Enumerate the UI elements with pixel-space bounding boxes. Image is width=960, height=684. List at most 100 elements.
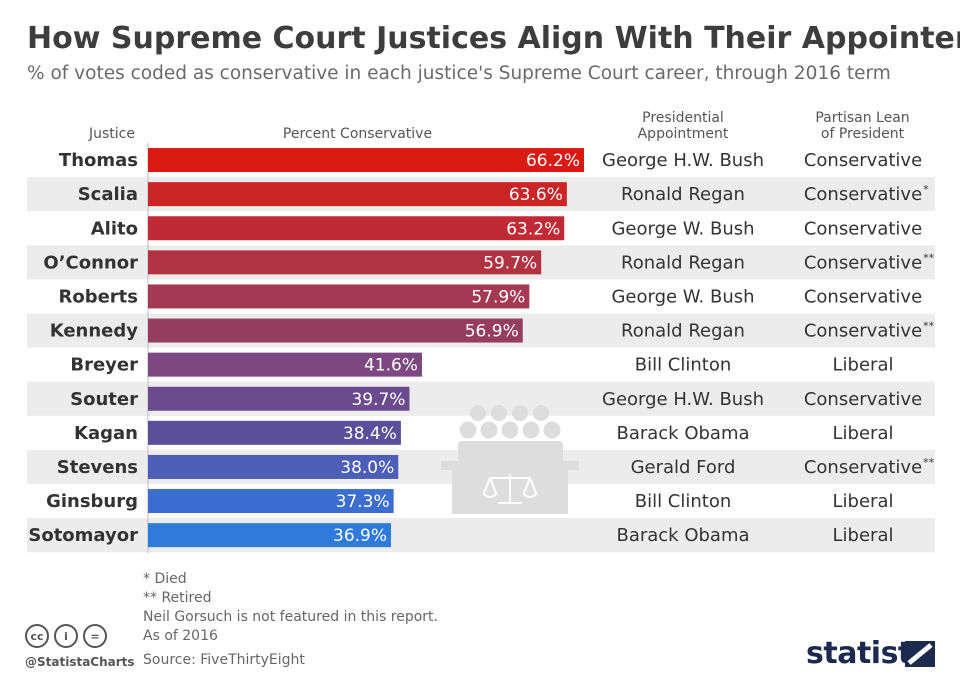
bar xyxy=(148,216,565,241)
bar-value-label: 41.6% xyxy=(364,356,418,376)
justice-row: O’Connor 59.7% Ronald Regan Conservative ** xyxy=(43,250,935,275)
bar-value-label: 57.9% xyxy=(471,287,525,307)
license-icons: cc i = xyxy=(25,624,107,648)
justice-row: Ginsburg 37.3% Bill Clinton Liberal xyxy=(46,489,894,514)
justice-row: Kagan 38.4% Barack Obama Liberal xyxy=(74,420,894,445)
appointment-cell: George W. Bush xyxy=(611,218,754,239)
lean-cell: Liberal xyxy=(833,525,894,546)
appointment-cell: Gerald Ford xyxy=(631,457,736,478)
bar xyxy=(148,523,392,548)
justice-name: Souter xyxy=(70,389,138,410)
creative-commons-icon: cc xyxy=(25,624,49,648)
lean-footnote-mark: ** xyxy=(923,320,935,333)
justice-row: Alito 63.2% George W. Bush Conservative xyxy=(91,216,922,241)
appointment-cell: Barack Obama xyxy=(616,423,749,444)
footnotes: * Died ** Retired Neil Gorsuch is not fe… xyxy=(143,570,438,646)
justice-name: Sotomayor xyxy=(28,525,138,546)
justice-name: Roberts xyxy=(58,286,138,307)
justice-row: Kennedy 56.9% Ronald Regan Conservative ** xyxy=(50,318,935,343)
bar-value-label: 63.6% xyxy=(509,185,563,205)
bar xyxy=(148,250,542,275)
attribution-icon: i xyxy=(54,624,78,648)
lean-cell: Conservative xyxy=(804,286,922,307)
justice-name: Kagan xyxy=(74,423,138,444)
column-header-justice: Justice xyxy=(89,126,135,142)
social-handle[interactable]: @StatistaCharts xyxy=(25,655,135,669)
lean-footnote-mark: * xyxy=(923,183,929,196)
justice-name: Alito xyxy=(91,218,138,239)
chart-title: How Supreme Court Justices Align With Th… xyxy=(27,21,960,56)
source-credit[interactable]: Source: FiveThirtyEight xyxy=(143,652,305,668)
appointment-cell: Ronald Regan xyxy=(621,252,745,273)
column-header-appointment: Presidential Appointment xyxy=(603,110,763,142)
bar-value-label: 66.2% xyxy=(526,151,580,171)
lean-cell: Conservative xyxy=(804,252,922,273)
justice-row: Thomas 66.2% George H.W. Bush Conservative xyxy=(59,148,922,173)
bar-value-label: 38.0% xyxy=(340,458,394,478)
lean-cell: Conservative xyxy=(804,218,922,239)
justices-bar-chart: Thomas 66.2% George H.W. Bush ConservativeS… xyxy=(27,143,935,553)
justice-name: Thomas xyxy=(59,150,138,171)
justice-row: Scalia 63.6% Ronald Regan Conservative * xyxy=(78,182,929,207)
bar xyxy=(148,352,422,377)
bar xyxy=(148,489,394,514)
court-icon xyxy=(441,405,579,514)
bar-value-label: 56.9% xyxy=(465,322,519,342)
column-header-appointment-line1: Presidential xyxy=(642,110,724,126)
note-retired: ** Retired xyxy=(143,590,212,606)
bar xyxy=(148,420,401,445)
justice-name: Scalia xyxy=(78,184,138,205)
lean-cell: Conservative xyxy=(804,184,922,205)
bar-value-label: 36.9% xyxy=(333,526,387,546)
bar-value-label: 39.7% xyxy=(351,390,405,410)
justice-row: Souter 39.7% George H.W. Bush Conservative xyxy=(70,386,922,411)
column-header-lean: Partisan Lean of President xyxy=(785,110,940,142)
lean-cell: Conservative xyxy=(804,389,922,410)
chart-subtitle: % of votes coded as conservative in each… xyxy=(27,63,891,84)
lean-cell: Conservative xyxy=(804,457,922,478)
bar xyxy=(148,284,530,309)
column-header-appointment-line2: Appointment xyxy=(637,126,729,142)
chart-rows: Thomas 66.2% George H.W. Bush ConservativeS… xyxy=(28,148,935,548)
bar-value-label: 38.4% xyxy=(343,424,397,444)
justice-row: Breyer 41.6% Bill Clinton Liberal xyxy=(70,352,894,377)
appointment-cell: Bill Clinton xyxy=(635,355,732,376)
justice-name: O’Connor xyxy=(43,252,138,273)
lean-cell: Conservative xyxy=(804,150,922,171)
bar-value-label: 59.7% xyxy=(483,253,537,273)
lean-cell: Liberal xyxy=(833,491,894,512)
bar xyxy=(148,148,584,173)
appointment-cell: Bill Clinton xyxy=(635,491,732,512)
appointment-cell: George H.W. Bush xyxy=(602,389,764,410)
lean-cell: Liberal xyxy=(833,423,894,444)
note-gorsuch: Neil Gorsuch is not featured in this rep… xyxy=(143,609,438,625)
lean-cell: Conservative xyxy=(804,321,922,342)
appointment-cell: Ronald Regan xyxy=(621,321,745,342)
column-header-lean-line1: Partisan Lean xyxy=(815,110,910,126)
bar xyxy=(148,318,523,343)
lean-footnote-mark: ** xyxy=(923,456,935,469)
lean-footnote-mark: ** xyxy=(923,251,935,264)
lean-cell: Liberal xyxy=(833,355,894,376)
bar-value-label: 37.3% xyxy=(336,492,390,512)
appointment-cell: Ronald Regan xyxy=(621,184,745,205)
justice-name: Breyer xyxy=(70,355,138,376)
appointment-cell: George H.W. Bush xyxy=(602,150,764,171)
no-derivatives-icon: = xyxy=(83,624,107,648)
justice-row: Roberts 57.9% George W. Bush Conservative xyxy=(58,284,922,309)
bar xyxy=(148,454,399,479)
appointment-cell: Barack Obama xyxy=(616,525,749,546)
column-header-percent: Percent Conservative xyxy=(282,126,433,142)
justice-row: Stevens 38.0% Gerald Ford Conservative ** xyxy=(57,454,935,479)
note-as-of: As of 2016 xyxy=(143,628,218,644)
justice-name: Ginsburg xyxy=(46,491,138,512)
bar-value-label: 63.2% xyxy=(506,219,560,239)
appointment-cell: George W. Bush xyxy=(611,286,754,307)
bar xyxy=(148,386,410,411)
column-header-lean-line2: of President xyxy=(820,126,905,142)
justice-name: Stevens xyxy=(57,457,138,478)
justice-row: Sotomayor 36.9% Barack Obama Liberal xyxy=(28,523,894,548)
justice-name: Kennedy xyxy=(50,321,139,342)
note-died: * Died xyxy=(143,571,187,587)
bar xyxy=(148,182,567,207)
